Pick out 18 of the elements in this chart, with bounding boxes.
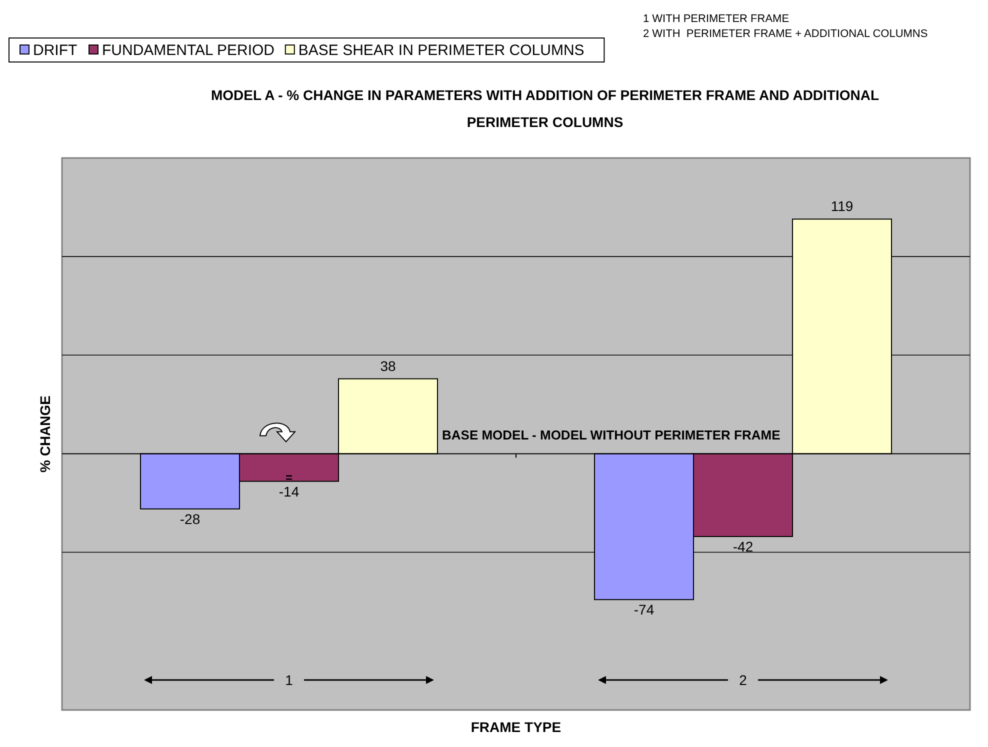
legend-label: FUNDAMENTAL PERIOD [102,42,275,59]
legend-label: BASE SHEAR IN PERIMETER COLUMNS [298,42,584,59]
data-label: 119 [830,198,854,214]
annotation: = [285,470,293,485]
x-tick-label: 1 [285,672,294,688]
data-label: -28 [180,510,200,527]
data-label: -42 [732,538,754,555]
text: 2 WITH PERIMETER FRAME + ADDITIONAL COLUMNS [643,28,928,40]
data-label: 38 [380,358,396,374]
y-axis-title: % CHANGE [37,395,53,473]
text: 1 WITH PERIMETER FRAME [643,13,790,25]
annotation: BASE MODEL - MODEL WITHOUT PERIMETER FRAME [442,428,781,443]
legend-label: DRIFT [33,42,78,59]
data-label: -14 [278,483,300,500]
data-label: -74 [634,602,654,618]
x-axis-title: FRAME TYPE [470,719,562,735]
chart-title: MODEL A - % CHANGE IN PARAMETERS WITH ADDITION OF PERIMETER FRAME AND ADDITIONAL PERIMETER COLUMNS [210,87,880,130]
x-tick-label: 2 [739,672,748,688]
